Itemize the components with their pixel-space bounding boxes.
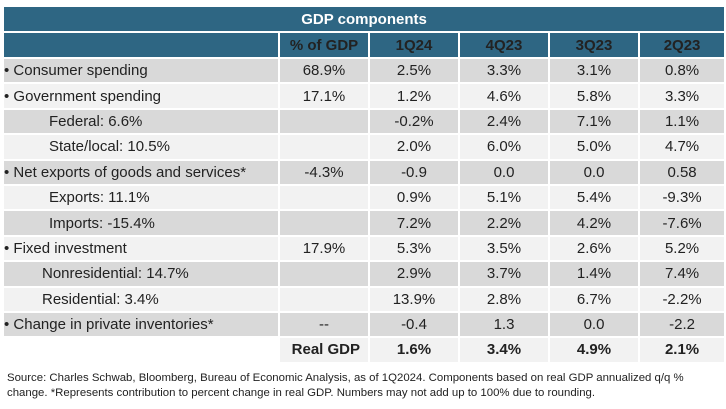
total-2q23: 2.1% (640, 338, 725, 362)
cell-4q23: 3.7% (460, 262, 548, 286)
cell-2q23: 0.8% (640, 59, 725, 83)
cell-4q23: 2.2% (460, 211, 548, 235)
cell-4q23: 2.4% (460, 109, 548, 134)
cell-4q23: 3.5% (460, 236, 548, 261)
total-label: Real GDP (280, 338, 368, 362)
header-row: % of GDP 1Q24 4Q23 3Q23 2Q23 (4, 33, 725, 57)
table-row: • Net exports of goods and services* -4.… (4, 160, 725, 184)
header-label (4, 33, 278, 57)
table-row: Nonresidential: 14.7% 2.9% 3.7% 1.4% 7.4… (4, 262, 725, 286)
cell-3q23: 6.7% (550, 287, 638, 311)
row-share (280, 211, 368, 235)
row-label: Nonresidential: 14.7% (4, 262, 278, 286)
cell-2q23: 1.1% (640, 109, 725, 134)
row-share: -4.3% (280, 160, 368, 184)
table-row: Residential: 3.4% 13.9% 2.8% 6.7% -2.2% (4, 287, 725, 311)
row-label: • Consumer spending (4, 59, 278, 83)
cell-1q24: 7.2% (370, 211, 458, 235)
cell-4q23: 4.6% (460, 84, 548, 108)
table-row: • Fixed investment 17.9% 5.3% 3.5% 2.6% … (4, 236, 725, 261)
row-share: 17.9% (280, 236, 368, 261)
row-label: Residential: 3.4% (4, 287, 278, 311)
cell-1q24: 5.3% (370, 236, 458, 261)
cell-3q23: 2.6% (550, 236, 638, 261)
table-row: Imports: -15.4% 7.2% 2.2% 4.2% -7.6% (4, 211, 725, 235)
row-share (280, 185, 368, 210)
cell-3q23: 1.4% (550, 262, 638, 286)
cell-1q24: 2.0% (370, 135, 458, 159)
cell-1q24: 2.9% (370, 262, 458, 286)
row-share (280, 109, 368, 134)
row-label: • Change in private inventories* (4, 312, 278, 337)
total-blank-cell (4, 338, 278, 362)
cell-2q23: -9.3% (640, 185, 725, 210)
cell-1q24: 0.9% (370, 185, 458, 210)
total-row: Real GDP 1.6% 3.4% 4.9% 2.1% (4, 338, 725, 362)
row-label: • Net exports of goods and services* (4, 160, 278, 184)
cell-3q23: 0.0 (550, 160, 638, 184)
table-row: • Government spending 17.1% 1.2% 4.6% 5.… (4, 84, 725, 108)
header-2q23: 2Q23 (640, 33, 725, 57)
cell-1q24: 1.2% (370, 84, 458, 108)
cell-1q24: -0.4 (370, 312, 458, 337)
table-row: • Change in private inventories* -- -0.4… (4, 312, 725, 337)
cell-4q23: 1.3 (460, 312, 548, 337)
cell-3q23: 5.8% (550, 84, 638, 108)
cell-1q24: 13.9% (370, 287, 458, 311)
total-3q23: 4.9% (550, 338, 638, 362)
row-label: • Government spending (4, 84, 278, 108)
table-row: Federal: 6.6% -0.2% 2.4% 7.1% 1.1% (4, 109, 725, 134)
cell-1q24: -0.9 (370, 160, 458, 184)
row-label: State/local: 10.5% (4, 135, 278, 159)
header-3q23: 3Q23 (550, 33, 638, 57)
row-share (280, 287, 368, 311)
cell-2q23: 4.7% (640, 135, 725, 159)
source-footnote: Source: Charles Schwab, Bloomberg, Burea… (7, 372, 684, 399)
cell-2q23: -2.2% (640, 287, 725, 311)
row-label: • Fixed investment (4, 236, 278, 261)
header-share: % of GDP (280, 33, 368, 57)
cell-4q23: 0.0 (460, 160, 548, 184)
row-share (280, 135, 368, 159)
row-label: Imports: -15.4% (4, 211, 278, 235)
table-row: • Consumer spending 68.9% 2.5% 3.3% 3.1%… (4, 59, 725, 83)
row-share: 17.1% (280, 84, 368, 108)
row-share: 68.9% (280, 59, 368, 83)
header-4q23: 4Q23 (460, 33, 548, 57)
cell-1q24: 2.5% (370, 59, 458, 83)
cell-2q23: -7.6% (640, 211, 725, 235)
cell-4q23: 5.1% (460, 185, 548, 210)
cell-2q23: 7.4% (640, 262, 725, 286)
total-4q23: 3.4% (460, 338, 548, 362)
row-share (280, 262, 368, 286)
cell-1q24: -0.2% (370, 109, 458, 134)
header-1q24: 1Q24 (370, 33, 458, 57)
cell-3q23: 5.0% (550, 135, 638, 159)
row-share: -- (280, 312, 368, 337)
total-1q24: 1.6% (370, 338, 458, 362)
row-label: Federal: 6.6% (4, 109, 278, 134)
cell-2q23: -2.2 (640, 312, 725, 337)
cell-3q23: 4.2% (550, 211, 638, 235)
table-title: GDP components (4, 7, 725, 31)
cell-3q23: 3.1% (550, 59, 638, 83)
cell-4q23: 6.0% (460, 135, 548, 159)
row-label: Exports: 11.1% (4, 185, 278, 210)
cell-3q23: 5.4% (550, 185, 638, 210)
table-row: State/local: 10.5% 2.0% 6.0% 5.0% 4.7% (4, 135, 725, 159)
cell-3q23: 7.1% (550, 109, 638, 134)
cell-3q23: 0.0 (550, 312, 638, 337)
cell-2q23: 3.3% (640, 84, 725, 108)
gdp-components-table: GDP components % of GDP 1Q24 4Q23 3Q23 2… (2, 5, 726, 364)
cell-2q23: 5.2% (640, 236, 725, 261)
cell-2q23: 0.58 (640, 160, 725, 184)
cell-4q23: 2.8% (460, 287, 548, 311)
cell-4q23: 3.3% (460, 59, 548, 83)
table-row: Exports: 11.1% 0.9% 5.1% 5.4% -9.3% (4, 185, 725, 210)
